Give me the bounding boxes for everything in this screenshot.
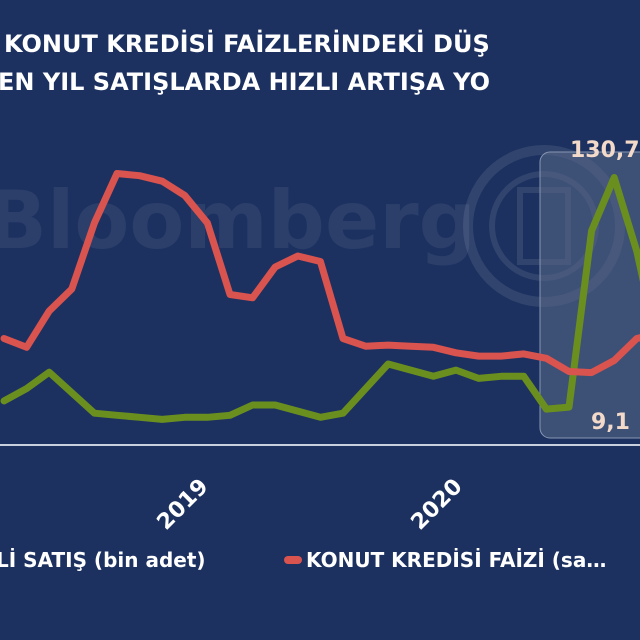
legend-label-sales: …Lİ SATIŞ (bin adet) bbox=[0, 548, 206, 572]
annotation-sales-peak: 130,7 bbox=[570, 138, 640, 163]
rate-series-line bbox=[0, 170, 640, 377]
chart-title-line1: KONUT KREDİSİ FAİZLERİNDEKİ DÜŞ bbox=[4, 28, 490, 58]
legend-label-rate: KONUT KREDİSİ FAİZİ (sa… bbox=[306, 548, 606, 572]
highlight-box bbox=[539, 151, 640, 439]
x-tick-label-2019: 2019 bbox=[153, 474, 214, 535]
watermark-text: Bloomberg bbox=[0, 174, 476, 267]
chart-title-line2: EN YIL SATIŞLARDA HIZLI ARTIŞA YO bbox=[0, 68, 490, 96]
sales-series-line bbox=[0, 174, 640, 423]
annotation-rate-low: 9,1 bbox=[591, 410, 630, 435]
x-tick-label-2020: 2020 bbox=[407, 474, 468, 535]
